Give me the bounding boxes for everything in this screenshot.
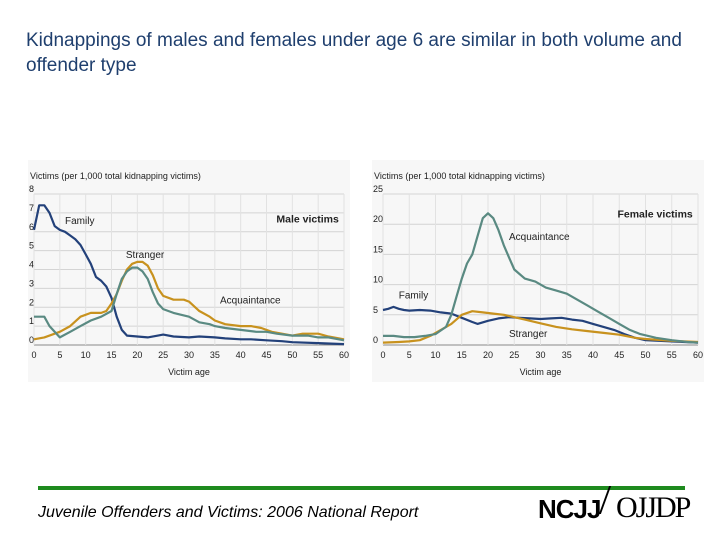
ojjdp-logo: OJJDP [616,491,691,524]
female-series-acquaintance-line [383,212,699,344]
male-victims-chart: Victims (per 1,000 total kidnapping vict… [28,160,350,382]
female-x-tick-label: 20 [483,350,493,360]
ncjj-logo: NCJJ [538,494,601,524]
male-x-tick-label: 35 [210,350,220,360]
male-x-tick-label: 60 [339,350,349,360]
female-x-tick-label: 0 [380,350,385,360]
male-series-family-line [32,204,345,346]
male-y-tick-label: 2 [29,297,34,307]
male-y-tick-label: 1 [29,316,34,326]
female-chart-title: Female victims [617,209,692,221]
female-x-tick-label: 40 [588,350,598,360]
male-y-tick-label: 3 [29,278,34,288]
female-x-tick-label: 50 [640,350,650,360]
male-x-tick-label: 50 [287,350,297,360]
footer-report-title: Juvenile Offenders and Victims: 2006 Nat… [38,504,419,521]
male-chart-title: Male victims [276,213,339,225]
female-series-family-line [382,305,699,344]
female-y-tick-label: 10 [373,275,383,285]
female-x-tick-label: 5 [407,350,412,360]
female-y-tick-label: 20 [373,214,383,224]
logo-divider [598,486,612,514]
female-series-stranger-line [382,310,699,344]
male-x-tick-label: 10 [81,350,91,360]
male-x-tick-label: 25 [158,350,168,360]
male-x-axis-label: Victim age [168,367,210,377]
female-x-axis-label: Victim age [520,367,562,377]
female-x-tick-label: 25 [509,350,519,360]
male-y-tick-label: 4 [29,260,34,270]
male-label-acquaintance: Acquaintance [220,295,281,306]
male-label-stranger: Stranger [126,250,165,261]
male-x-tick-label: 45 [261,350,271,360]
male-x-tick-label: 40 [236,350,246,360]
female-y-tick-label: 25 [373,184,383,194]
male-x-tick-label: 15 [106,350,116,360]
female-x-tick-label: 35 [562,350,572,360]
male-y-tick-label: 6 [29,222,34,232]
female-x-tick-label: 15 [457,350,467,360]
male-y-tick-label: 8 [29,184,34,194]
slide-title: Kidnappings of males and females under a… [26,30,682,76]
male-x-tick-label: 0 [31,350,36,360]
female-x-tick-label: 60 [693,350,703,360]
female-label-family: Family [399,290,428,301]
male-y-tick-label: 5 [29,241,34,251]
female-y-tick-label: 0 [373,335,378,345]
male-y-tick-label: 0 [29,335,34,345]
female-x-tick-label: 30 [535,350,545,360]
male-x-tick-label: 55 [313,350,323,360]
female-label-acquaintance: Acquaintance [509,232,570,243]
female-victims-chart: Victims (per 1,000 total kidnapping vict… [372,160,704,382]
female-x-tick-label: 10 [430,350,440,360]
male-series-acquaintance-line [34,266,345,342]
female-y-tick-label: 5 [373,305,378,315]
male-y-tick-label: 7 [29,203,34,213]
male-x-tick-label: 30 [184,350,194,360]
male-y-axis-label: Victims (per 1,000 total kidnapping vict… [30,171,201,181]
female-x-tick-label: 45 [614,350,624,360]
female-x-tick-label: 55 [667,350,677,360]
female-y-axis-label: Victims (per 1,000 total kidnapping vict… [374,171,545,181]
female-label-stranger: Stranger [509,329,548,340]
male-label-family: Family [65,216,94,227]
male-x-tick-label: 5 [57,350,62,360]
female-y-tick-label: 15 [373,244,383,254]
footer-rule [38,486,685,490]
male-x-tick-label: 20 [132,350,142,360]
